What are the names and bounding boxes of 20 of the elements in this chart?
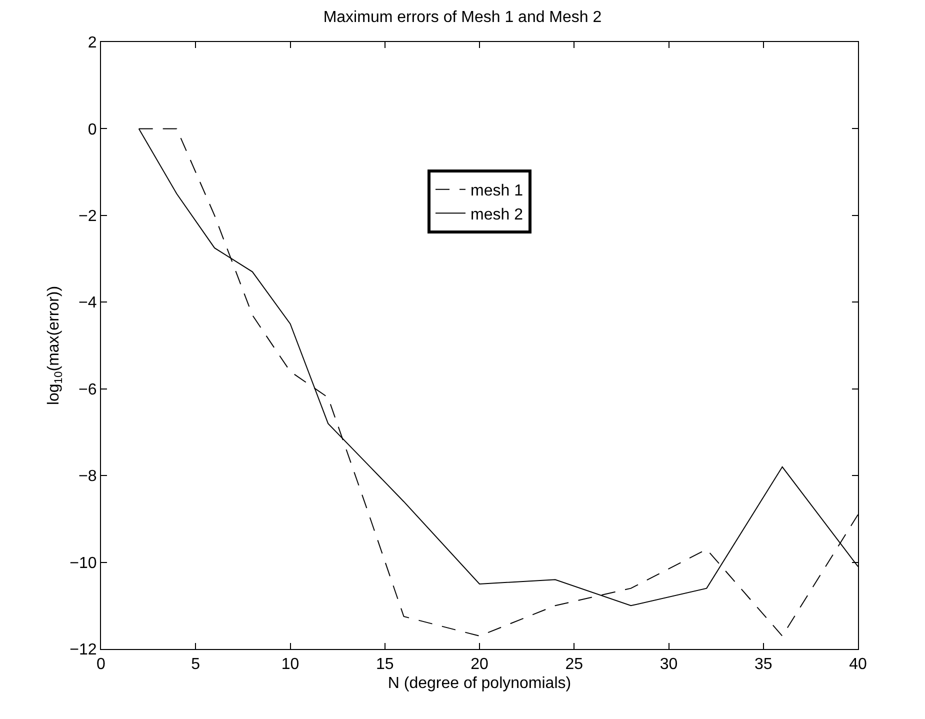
y-tick-label: −10	[70, 554, 97, 572]
y-tick-label: −4	[78, 294, 97, 312]
x-tick-label: 35	[754, 656, 772, 674]
y-tick-label: 0	[88, 121, 97, 138]
y-tick-label: −2	[78, 208, 97, 226]
x-tick-label: 25	[565, 656, 584, 674]
x-tick-label: 10	[281, 656, 300, 674]
y-tick-label: −12	[70, 642, 97, 659]
y-tick-label: −6	[78, 381, 97, 398]
x-tick-label: 30	[660, 656, 678, 674]
x-tick-label: 20	[470, 656, 488, 674]
y-tick-label: 2	[88, 34, 97, 52]
chart-title: Maximum errors of Mesh 1 and Mesh 2	[323, 8, 602, 26]
x-tick-label: 5	[191, 656, 200, 674]
legend-label: mesh 1	[470, 182, 524, 200]
y-tick-label: −8	[78, 468, 97, 486]
x-tick-label: 40	[849, 656, 867, 674]
x-tick-label: 15	[376, 656, 394, 674]
x-axis-title: N (degree of polynomials)	[388, 674, 572, 692]
legend-label: mesh 2	[470, 206, 524, 224]
